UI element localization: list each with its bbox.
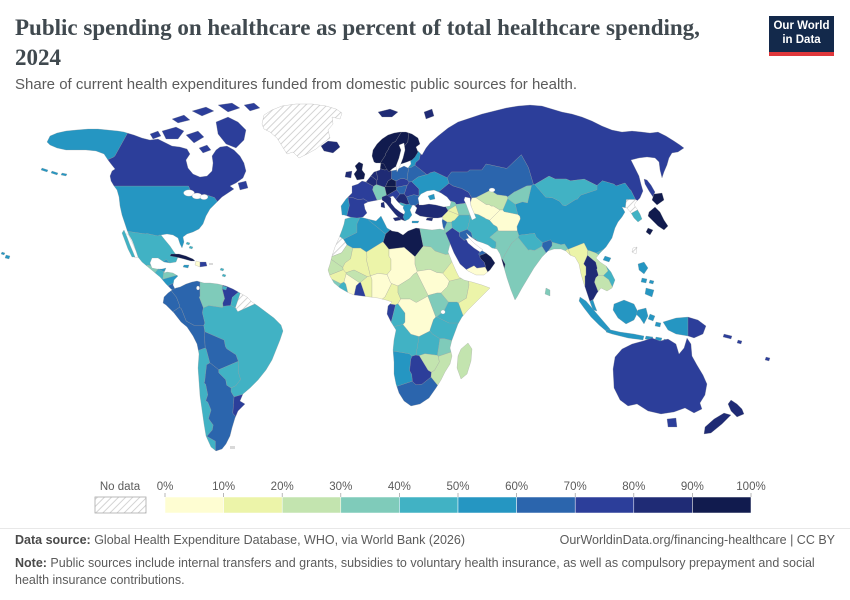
svg-text:10%: 10% — [212, 481, 235, 493]
svg-text:60%: 60% — [505, 481, 528, 493]
svg-text:80%: 80% — [622, 481, 645, 493]
svg-text:40%: 40% — [388, 481, 411, 493]
svg-text:No data: No data — [100, 481, 141, 493]
svg-text:90%: 90% — [681, 481, 704, 493]
svg-text:20%: 20% — [271, 481, 294, 493]
svg-text:0%: 0% — [157, 481, 174, 493]
svg-text:100%: 100% — [736, 481, 765, 493]
svg-text:70%: 70% — [564, 481, 587, 493]
svg-text:50%: 50% — [446, 481, 469, 493]
svg-text:30%: 30% — [329, 481, 352, 493]
